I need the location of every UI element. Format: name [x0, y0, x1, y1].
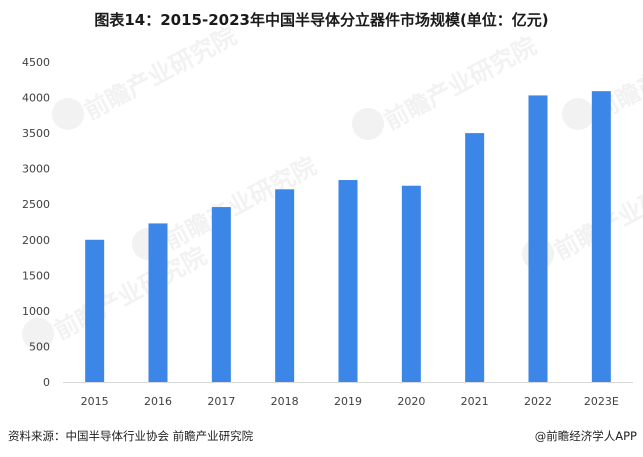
watermark-text: 前瞻产业研究院 — [380, 32, 541, 136]
bar-2023E — [591, 91, 611, 383]
watermark-logo-icon — [562, 98, 594, 130]
bar-2018 — [275, 189, 295, 382]
bar-2019 — [338, 180, 358, 382]
y-tick-label: 4000 — [22, 92, 50, 105]
chart-title: 图表14：2015-2023年中国半导体分立器件市场规模(单位：亿元) — [94, 11, 549, 29]
bar-2022 — [528, 95, 548, 382]
watermark-logo-icon — [22, 318, 54, 350]
x-tick-label: 2016 — [144, 395, 172, 408]
y-tick-label: 0 — [43, 376, 50, 389]
watermark-text: 前瞻产业研究院 — [80, 22, 241, 126]
y-tick-label: 3500 — [22, 127, 50, 140]
bar-2016 — [148, 223, 168, 382]
y-tick-label: 1500 — [22, 269, 50, 282]
watermark-logo-icon — [52, 98, 84, 130]
x-tick-label: 2015 — [81, 395, 109, 408]
credit-note: @前瞻经济学人APP — [534, 429, 637, 443]
bars — [85, 91, 611, 383]
x-tick-label: 2022 — [524, 395, 552, 408]
x-tick-label: 2017 — [207, 395, 235, 408]
bar-2015 — [85, 239, 105, 382]
y-tick-label: 3000 — [22, 163, 50, 176]
y-tick-label: 500 — [29, 340, 50, 353]
y-tick-label: 2000 — [22, 234, 50, 247]
y-tick-label: 4500 — [22, 56, 50, 69]
footer: 资料来源：中国半导体行业协会 前瞻产业研究院 @前瞻经济学人APP — [0, 428, 643, 450]
y-axis: 0 500 1000 1500 2000 2500 3000 3500 4000 4500 — [22, 56, 50, 389]
y-tick-label: 1000 — [22, 305, 50, 318]
watermarks: 前瞻产业研究院前瞻产业研究院前瞻产业研究院前瞻产业研究院前瞻产业研究院前瞻产业研… — [22, 22, 643, 350]
watermark-text: 前瞻产业研究院 — [50, 242, 211, 346]
x-tick-label: 2023E — [584, 395, 619, 408]
bar-2017 — [211, 207, 231, 382]
watermark-text: 前瞻产业研究院 — [160, 152, 321, 256]
x-tick-label: 2021 — [461, 395, 489, 408]
watermark-logo-icon — [352, 108, 384, 140]
x-tick-label: 2018 — [271, 395, 299, 408]
bar-2020 — [401, 185, 421, 382]
y-tick-label: 2500 — [22, 198, 50, 211]
x-axis: 2015 2016 2017 2018 2019 2020 2021 2022 2023E — [63, 382, 633, 408]
source-note: 资料来源：中国半导体行业协会 前瞻产业研究院 — [8, 429, 254, 443]
bar-2021 — [465, 133, 485, 382]
x-tick-label: 2019 — [334, 395, 362, 408]
x-tick-label: 2020 — [397, 395, 425, 408]
